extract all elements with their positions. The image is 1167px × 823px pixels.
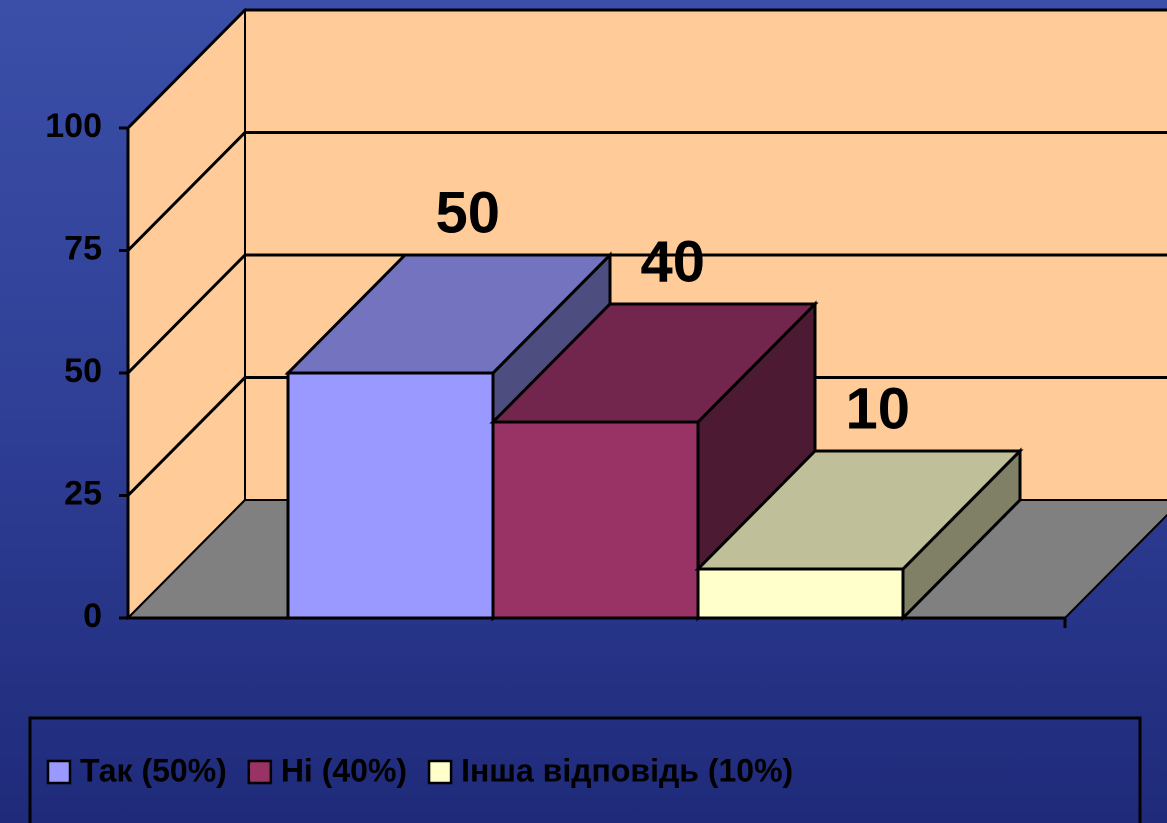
legend-swatch bbox=[427, 759, 453, 785]
y-tick-label: 0 bbox=[83, 597, 102, 635]
legend-swatch bbox=[46, 759, 72, 785]
y-tick-label: 75 bbox=[64, 229, 102, 267]
bar bbox=[696, 567, 905, 620]
bar bbox=[286, 371, 495, 620]
legend-label: Так (50%) bbox=[80, 752, 227, 788]
data-label: 40 bbox=[640, 229, 705, 294]
grid-line bbox=[126, 8, 1167, 130]
legend-swatch bbox=[247, 759, 273, 785]
legend-box bbox=[28, 716, 1142, 823]
bar bbox=[491, 420, 700, 620]
legend-label: Інша відповідь (10%) bbox=[461, 752, 793, 788]
data-label: 50 bbox=[435, 180, 500, 245]
y-tick-label: 25 bbox=[64, 474, 102, 512]
grid-line bbox=[126, 253, 1167, 375]
legend-label: Ні (40%) bbox=[281, 752, 407, 788]
y-tick-label: 50 bbox=[64, 352, 102, 390]
data-label: 10 bbox=[845, 376, 910, 441]
y-tick-label: 100 bbox=[45, 107, 102, 145]
grid-line bbox=[126, 376, 1167, 497]
grid-line bbox=[126, 131, 1167, 252]
